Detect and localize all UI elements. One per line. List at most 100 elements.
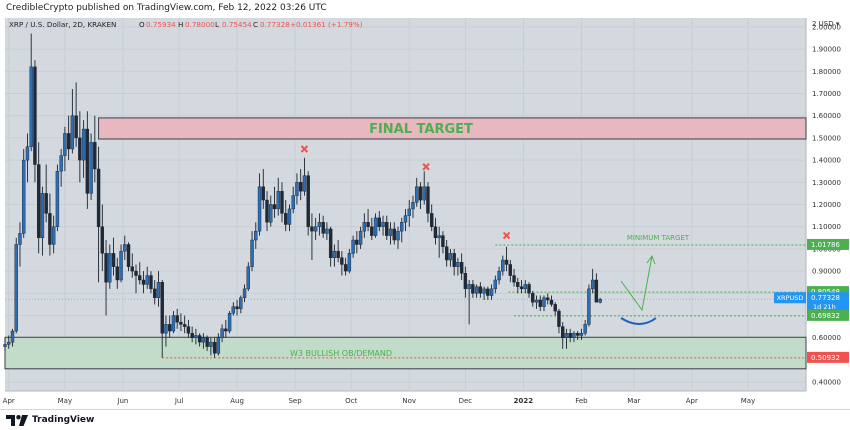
candle-body [448, 253, 453, 261]
price-tag [807, 238, 849, 250]
x-tick-label: May [741, 397, 755, 405]
candle-body [583, 324, 587, 334]
y-tick-label: 1.40000 [812, 157, 841, 165]
candle-body [33, 66, 37, 165]
symbol-tag [774, 292, 806, 304]
candle-body [194, 335, 198, 338]
candle-body [153, 288, 157, 298]
candle-body [493, 279, 498, 290]
candle-body [298, 182, 303, 192]
candles-layer [3, 33, 602, 358]
price-tag-value: 0.50932 [811, 354, 840, 362]
candle-body [590, 279, 595, 290]
candle-body [280, 190, 284, 214]
zones-layer: FINAL TARGET W3 BULLISH OB/DEMAND [4, 117, 807, 370]
c-value: 0.77328 [260, 20, 290, 29]
candle-body [239, 297, 243, 310]
candle-body [261, 186, 265, 201]
x-tick-label: Nov [402, 397, 416, 405]
o-label: O [139, 20, 145, 29]
candle-body [388, 228, 393, 236]
symbol-line: XRP / U.S. Dollar, 2D, KRAKEN [9, 20, 116, 29]
top-x-marker [422, 163, 430, 171]
x-tick-label: Oct [345, 397, 357, 405]
candle-body [156, 282, 161, 298]
candle-body [284, 213, 288, 225]
c-label: C [253, 20, 258, 29]
candle-body [22, 159, 26, 234]
candle-body [29, 66, 33, 147]
candle-body [212, 341, 217, 354]
candle-body [104, 253, 108, 283]
candle-body [594, 279, 599, 303]
candle-body [497, 270, 501, 281]
candle-body [422, 186, 426, 201]
candle-body [385, 222, 389, 236]
final-target-zone [98, 117, 807, 140]
y-tick-label: 0.40000 [812, 379, 841, 387]
price-tag-value: 0.69832 [811, 312, 840, 320]
y-tick-label: 2.00000 [812, 23, 841, 31]
candle-body [306, 175, 310, 227]
candle-body [242, 288, 247, 298]
candle-body [340, 257, 344, 265]
candle-body [7, 341, 11, 345]
candle-body [478, 286, 483, 294]
publish-header: CredibleCrypto published on TradingView.… [0, 0, 850, 18]
candle-body [575, 333, 580, 336]
y-tick-label: 1.90000 [812, 46, 841, 54]
candle-body [89, 142, 93, 194]
candle-body [44, 193, 48, 214]
current-price-value: 0.77328 [811, 294, 840, 302]
x-tick-label: Feb [575, 397, 588, 405]
candle-body [175, 315, 179, 323]
candle-body [48, 213, 52, 245]
candle-body [134, 270, 138, 276]
y-tick-label: 1.60000 [812, 112, 841, 120]
currency-label[interactable]: 2 USD ▾ [812, 20, 840, 28]
candle-body [108, 253, 112, 283]
time-axis[interactable] [0, 391, 850, 409]
candle-body [201, 337, 206, 343]
candle-body [459, 262, 464, 274]
w3-demand-zone-label: W3 BULLISH OB/DEMAND [290, 349, 392, 358]
candle-body [381, 222, 385, 227]
price-chart[interactable]: FINAL TARGET W3 BULLISH OB/DEMAND MINIMUM… [0, 18, 850, 409]
candle-body [328, 228, 333, 258]
h-value: 0.78000 [185, 20, 215, 29]
candle-body [59, 155, 63, 172]
candle-body [430, 213, 434, 227]
candle-body [182, 324, 187, 327]
candle-body [310, 226, 314, 232]
candle-body [141, 279, 146, 285]
price-tag [807, 286, 849, 298]
candle-body [474, 286, 479, 294]
candle-body [343, 264, 348, 272]
candle-body [433, 226, 438, 239]
final-target-zone-label: FINAL TARGET [369, 122, 473, 137]
candle-body [254, 230, 258, 241]
candle-body [257, 186, 262, 232]
x-tick-label: Apr [3, 397, 15, 405]
candle-body [463, 273, 468, 290]
x-tick-label: 2022 [514, 397, 534, 405]
top-x-marker [300, 145, 309, 153]
y-tick-label: 1.80000 [812, 68, 841, 76]
candle-body [508, 264, 513, 276]
candle-body [138, 275, 142, 281]
candle-body [81, 128, 86, 161]
candle-body [516, 282, 520, 287]
candle-body [246, 266, 250, 290]
price-axis[interactable] [806, 18, 850, 391]
y-tick-label: 1.30000 [812, 179, 841, 187]
candle-body [93, 142, 97, 170]
x-tick-label: Mar [627, 397, 640, 405]
candle-body [482, 288, 486, 294]
candle-body [18, 233, 22, 245]
candle-body [197, 335, 202, 343]
candle-body [471, 284, 475, 294]
candle-body [501, 259, 505, 272]
countdown-value: 1d 21h [813, 303, 836, 311]
candle-body [355, 239, 359, 245]
candle-body [373, 217, 378, 236]
